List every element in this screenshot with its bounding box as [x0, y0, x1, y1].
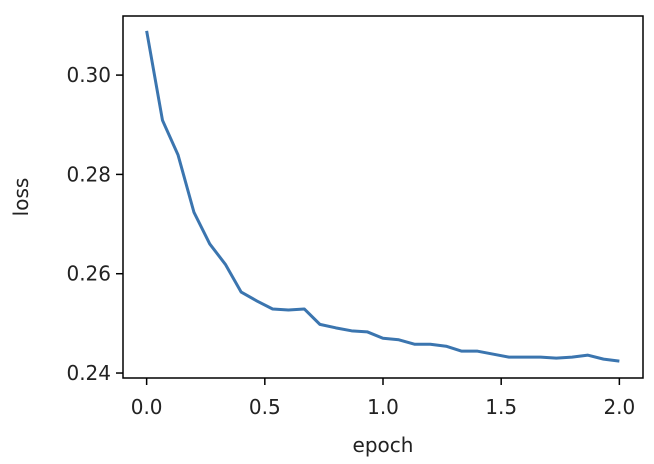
plot-frame	[122, 15, 644, 379]
x-axis-label: epoch	[353, 433, 414, 457]
y-tick-label: 0.30	[66, 63, 111, 87]
line	[145, 30, 620, 363]
x-tick-label: 2.0	[603, 395, 635, 419]
x-tick-label: 0.5	[249, 395, 281, 419]
y-tick-label: 0.26	[66, 262, 111, 286]
y-axis-label: loss	[9, 178, 33, 217]
x-tick-label: 1.0	[367, 395, 399, 419]
x-tick-label: 1.5	[485, 395, 517, 419]
x-tick-label: 0.0	[131, 395, 163, 419]
y-tick-label: 0.24	[66, 361, 111, 385]
y-tick-label: 0.28	[66, 162, 111, 186]
